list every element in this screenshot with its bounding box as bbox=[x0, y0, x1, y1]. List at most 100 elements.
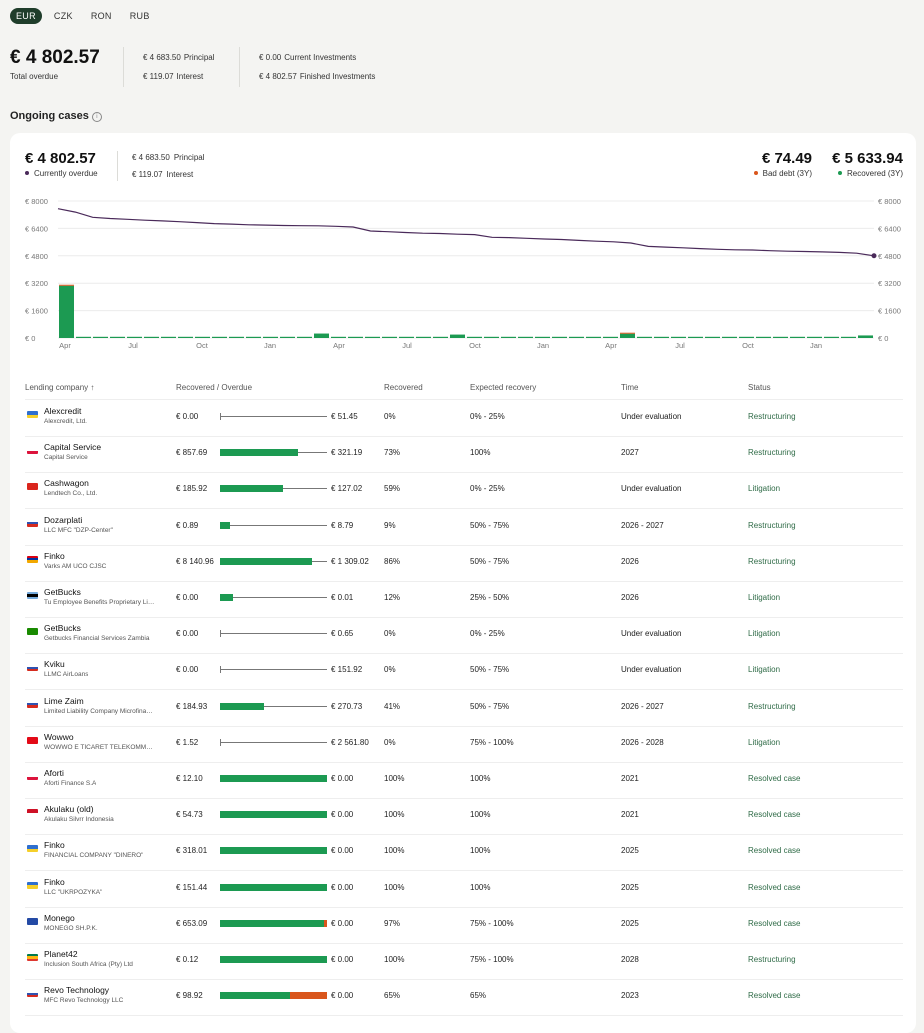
case-status[interactable]: Restructuring bbox=[748, 520, 796, 530]
company-legal-name: MONEGO SH.P.K. bbox=[44, 924, 98, 932]
bad-debt-bar bbox=[59, 284, 74, 286]
recovery-bar-track bbox=[220, 524, 327, 526]
x-tick-label: Jan bbox=[264, 341, 276, 350]
case-status[interactable]: Restructuring bbox=[748, 955, 796, 964]
overdue-amount: € 1 309.02 bbox=[331, 556, 369, 566]
header-status[interactable]: Status bbox=[748, 383, 771, 392]
recovery-bar-fill bbox=[220, 557, 312, 565]
case-status[interactable]: Restructuring bbox=[748, 448, 796, 458]
header-lending-company[interactable]: Lending company ↑ bbox=[25, 383, 95, 392]
table-row[interactable]: Finko FINANCIAL COMPANY "DINERO" € 318.01 €… bbox=[25, 834, 903, 872]
case-status[interactable]: Litigation bbox=[748, 484, 781, 494]
table-row[interactable]: Dozarplati LLC MFC "DZP-Center" € 0.89 € 8.… bbox=[25, 509, 903, 546]
recovered-amount: € 151.44 bbox=[176, 882, 208, 892]
company-name[interactable]: Lime Zaim bbox=[44, 695, 84, 706]
recovered-amount: € 98.92 bbox=[176, 991, 203, 1001]
company-name[interactable]: Cashwagon bbox=[44, 478, 89, 489]
case-status[interactable]: Litigation bbox=[748, 629, 781, 639]
company-name[interactable]: Capital Service bbox=[44, 442, 102, 453]
table-row[interactable]: Akulaku (old) Akulaku Silvrr Indonesia € 5… bbox=[25, 798, 903, 836]
company-name[interactable]: Kviku bbox=[44, 659, 65, 670]
case-status[interactable]: Resolved case bbox=[748, 774, 801, 783]
company-name[interactable]: Finko bbox=[44, 840, 65, 851]
header-recovered-overdue[interactable]: Recovered / Overdue bbox=[176, 383, 253, 392]
recovery-bar-fill bbox=[220, 956, 327, 963]
case-status[interactable]: Resolved case bbox=[748, 918, 801, 928]
recovered-bar bbox=[212, 336, 227, 338]
recovered-bar bbox=[654, 336, 669, 338]
currently-overdue-value: € 4 802.57 bbox=[25, 150, 96, 167]
case-status[interactable]: Resolved case bbox=[748, 991, 801, 1001]
case-status[interactable]: Litigation bbox=[748, 665, 781, 675]
case-status[interactable]: Restructuring bbox=[748, 412, 796, 421]
company-name[interactable]: Akulaku (old) bbox=[44, 804, 94, 815]
table-row[interactable]: Revo Technology MFC Revo Technology LLC € … bbox=[25, 979, 903, 1017]
recovered-bar bbox=[705, 336, 720, 338]
recovered-bar bbox=[110, 336, 125, 338]
currency-ron-button[interactable]: RON bbox=[90, 11, 112, 21]
table-row[interactable]: Finko Varks AM UCO CJSC € 8 140.96 € 1 309.… bbox=[25, 545, 903, 582]
recovered-bar bbox=[620, 333, 635, 338]
recovered-bar bbox=[807, 336, 822, 338]
company-name[interactable]: GetBucks bbox=[44, 623, 81, 634]
recovery-bar-empty bbox=[220, 666, 221, 674]
recovery-bar-track bbox=[220, 597, 327, 598]
recovery-bar-fill bbox=[220, 811, 327, 819]
case-status[interactable]: Resolved case bbox=[748, 846, 801, 856]
recovery-bar-fill bbox=[220, 594, 233, 601]
recovery-time: 2021 bbox=[621, 774, 639, 783]
recovered-bar bbox=[603, 336, 618, 338]
recovered-percent: 86% bbox=[384, 556, 401, 566]
recovery-bar-fill bbox=[220, 992, 290, 1000]
expected-recovery: 75% - 100% bbox=[470, 918, 514, 928]
company-name[interactable]: Monego bbox=[44, 912, 75, 923]
company-name[interactable]: Alexcredit bbox=[44, 406, 82, 416]
company-name[interactable]: Finko bbox=[44, 876, 65, 887]
recovered-percent: 0% bbox=[384, 737, 396, 747]
case-status[interactable]: Restructuring bbox=[748, 556, 796, 566]
company-name[interactable]: Revo Technology bbox=[44, 985, 110, 996]
company-name[interactable]: GetBucks bbox=[44, 587, 81, 597]
header-recovered[interactable]: Recovered bbox=[384, 383, 423, 392]
recovered-value: € 5 633.94 bbox=[832, 150, 903, 167]
case-status[interactable]: Litigation bbox=[748, 593, 781, 602]
company-legal-name: LLC "UKRPOZYKA" bbox=[44, 888, 103, 896]
company-name[interactable]: Planet42 bbox=[44, 949, 78, 959]
y-tick-label-left: € 6400 bbox=[25, 224, 48, 233]
header-time[interactable]: Time bbox=[621, 383, 639, 392]
overdue-amount: € 0.01 bbox=[331, 593, 354, 602]
table-row[interactable]: Alexcredit Alexcredit, Ltd. € 0.00 € 51.45 0… bbox=[25, 400, 903, 437]
company-name[interactable]: Finko bbox=[44, 550, 65, 561]
table-row[interactable]: Planet42 Inclusion South Africa (Pty) Ltd… bbox=[25, 943, 903, 980]
recovered-percent: 59% bbox=[384, 484, 401, 494]
case-status[interactable]: Litigation bbox=[748, 737, 781, 747]
table-row[interactable]: Aforti Aforti Finance S.A € 12.10 € 0.00 100… bbox=[25, 762, 903, 799]
case-status[interactable]: Resolved case bbox=[748, 882, 801, 892]
company-legal-name: Alexcredit, Ltd. bbox=[44, 418, 87, 425]
table-row[interactable]: Capital Service Capital Service € 857.69 € … bbox=[25, 436, 903, 474]
table-row[interactable]: GetBucks Getbucks Financial Services Zamb… bbox=[25, 617, 903, 655]
total-overdue-value: € 4 802.57 bbox=[10, 47, 100, 68]
info-icon[interactable]: i bbox=[91, 112, 102, 122]
company-name[interactable]: Dozarplati bbox=[44, 514, 83, 525]
table-row[interactable]: Kviku LLMC AirLoans € 0.00 € 151.92 0% 50% - … bbox=[25, 653, 903, 691]
currency-rub-button[interactable]: RUB bbox=[129, 11, 150, 21]
header-expected-recovery[interactable]: Expected recovery bbox=[470, 383, 537, 392]
table-row[interactable]: Finko LLC "UKRPOZYKA" € 151.44 € 0.00 100% 10… bbox=[25, 871, 903, 908]
divider bbox=[117, 151, 118, 181]
currency-czk-button[interactable]: CZK bbox=[53, 11, 73, 21]
table-row[interactable]: Lime Zaim Limited Liability Company Micro… bbox=[25, 690, 903, 727]
currency-eur-button[interactable]: EUR bbox=[10, 8, 42, 24]
overdue-amount: € 0.00 bbox=[331, 882, 354, 892]
company-name[interactable]: Wowwo bbox=[44, 731, 74, 742]
recovered-bar bbox=[552, 336, 567, 338]
table-row[interactable]: GetBucks Tu Employee Benefits Proprietary… bbox=[25, 581, 903, 618]
case-status[interactable]: Resolved case bbox=[748, 810, 801, 820]
case-status[interactable]: Restructuring bbox=[748, 701, 796, 711]
bad-debt-bar-fill bbox=[290, 992, 327, 1000]
company-name[interactable]: Aforti bbox=[44, 768, 64, 778]
table-row[interactable]: Monego MONEGO SH.P.K. € 653.09 € 0.00 97% 75%… bbox=[25, 907, 903, 944]
table-row[interactable]: Cashwagon Lendtech Co., Ltd. € 185.92 € 127… bbox=[25, 472, 903, 510]
company-legal-name: WOWWO E TİCARET TELEKOMMUNIKASYON bbox=[44, 743, 156, 751]
